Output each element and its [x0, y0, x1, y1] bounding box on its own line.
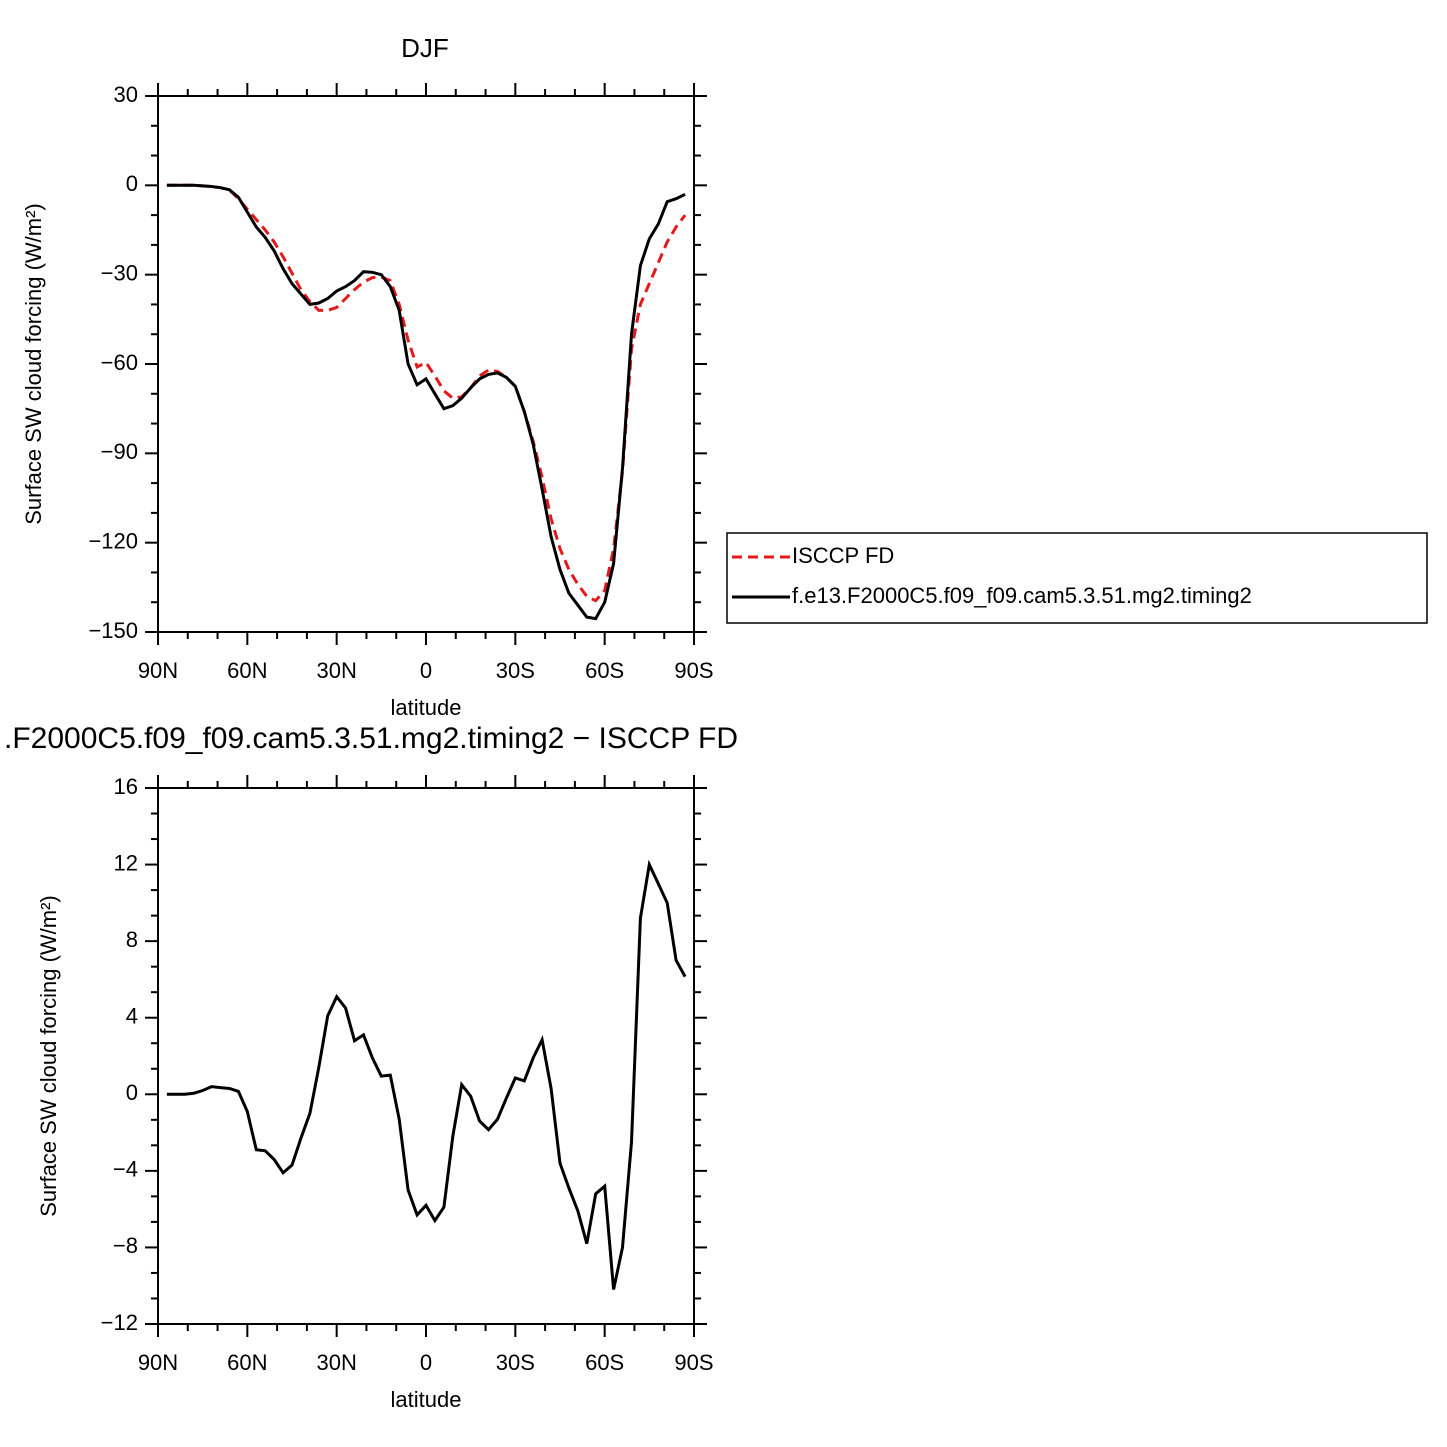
y-tick-label: −12 [101, 1310, 138, 1335]
x-tick-label: 90N [138, 658, 178, 683]
y-tick-label: −120 [88, 528, 138, 553]
x-tick-label: 90N [138, 1350, 178, 1375]
chart-panel: .F2000C5.f09_f09.cam5.3.51.mg2.timing2 −… [4, 722, 738, 1412]
x-tick-label: 30S [496, 658, 535, 683]
y-tick-label: 0 [126, 1080, 138, 1105]
y-tick-label: 8 [126, 927, 138, 952]
y-tick-label: −30 [101, 260, 138, 285]
y-axis-label: Surface SW cloud forcing (W/m²) [36, 895, 61, 1217]
x-tick-label: 90S [674, 1350, 713, 1375]
x-tick-label: 90S [674, 658, 713, 683]
plot-frame [157, 787, 695, 1325]
y-axis-label: Surface SW cloud forcing (W/m²) [21, 203, 46, 525]
x-tick-label: 60N [227, 658, 267, 683]
chart-title: DJF [401, 33, 449, 63]
y-tick-label: 0 [126, 171, 138, 196]
x-tick-label: 0 [420, 658, 432, 683]
chart-panel: DJF Surface SW cloud forcing (W/m²) latitu… [21, 33, 1428, 720]
chart-title: .F2000C5.f09_f09.cam5.3.51.mg2.timing2 −… [4, 722, 738, 755]
y-tick-label: 4 [126, 1004, 138, 1029]
y-tick-label: −60 [101, 350, 138, 375]
x-axis-label: latitude [391, 695, 462, 720]
plot-frame [157, 95, 695, 633]
x-tick-label: 30N [316, 658, 356, 683]
legend: ISCCP FD f.e13.F2000C5.f09_f09.cam5.3.51.… [726, 532, 1428, 624]
y-tick-label: 30 [114, 82, 138, 107]
x-axis-label: latitude [391, 1387, 462, 1412]
x-tick-label: 30S [496, 1350, 535, 1375]
y-tick-label: −150 [88, 618, 138, 643]
y-tick-label: −4 [113, 1157, 138, 1182]
x-tick-label: 30N [316, 1350, 356, 1375]
y-tick-label: 12 [114, 850, 138, 875]
series-line [166, 183, 687, 603]
legend-box [726, 532, 1428, 624]
y-tick-label: −90 [101, 439, 138, 464]
x-tick-label: 60S [585, 1350, 624, 1375]
y-tick-label: 16 [114, 774, 138, 799]
x-tick-label: 60N [227, 1350, 267, 1375]
legend-label: ISCCP FD [792, 543, 894, 568]
series-line [166, 183, 686, 621]
series-line [166, 859, 687, 1290]
y-tick-label: −8 [113, 1233, 138, 1258]
legend-label: f.e13.F2000C5.f09_f09.cam5.3.51.mg2.timi… [792, 583, 1252, 608]
x-tick-label: 60S [585, 658, 624, 683]
x-tick-label: 0 [420, 1350, 432, 1375]
